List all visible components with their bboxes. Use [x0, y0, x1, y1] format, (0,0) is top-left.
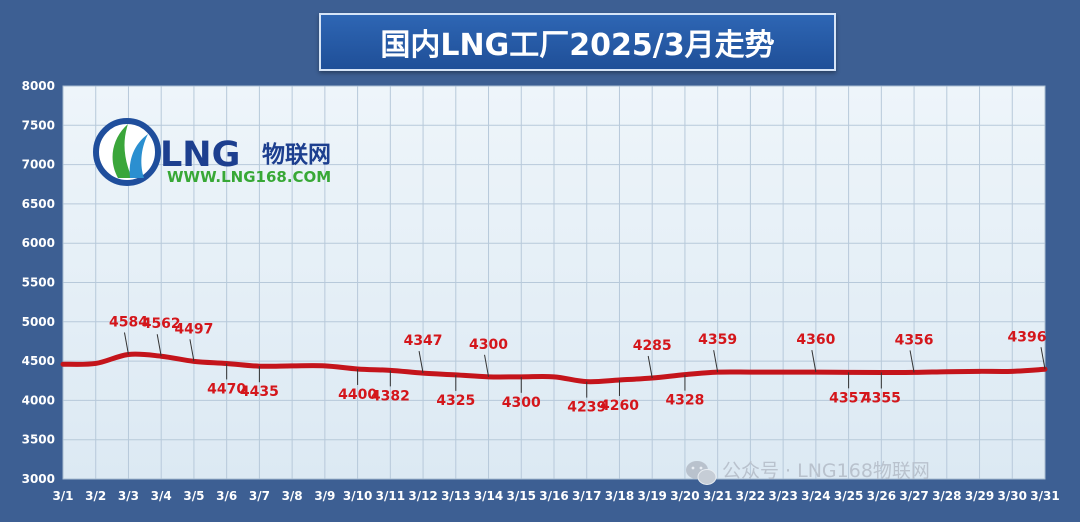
x-tick-label: 3/30 [998, 489, 1027, 503]
x-tick-label: 3/8 [282, 489, 303, 503]
x-tick-label: 3/7 [249, 489, 270, 503]
y-tick-label: 3000 [22, 472, 55, 486]
x-tick-label: 3/31 [1030, 489, 1059, 503]
x-tick-label: 3/11 [376, 489, 405, 503]
data-label: 4356 [895, 332, 934, 348]
x-tick-label: 3/12 [408, 489, 437, 503]
data-label: 4382 [371, 388, 410, 404]
x-tick-label: 3/22 [736, 489, 765, 503]
y-tick-label: 6000 [22, 236, 55, 250]
y-tick-label: 8000 [22, 79, 55, 93]
logo-cn: 物联网 [262, 141, 331, 168]
data-label: 4562 [142, 316, 181, 332]
x-tick-label: 3/18 [605, 489, 634, 503]
x-tick-label: 3/14 [474, 489, 503, 503]
y-tick-label: 5000 [22, 315, 55, 329]
data-label: 4300 [502, 395, 541, 411]
y-tick-label: 4500 [22, 354, 55, 368]
label-leader [123, 332, 129, 355]
label-leader [484, 354, 490, 377]
watermark-text: 公众号 · LNG168物联网 [722, 460, 930, 482]
x-tick-label: 3/28 [932, 489, 961, 503]
x-tick-label: 3/25 [834, 489, 863, 503]
label-leader [713, 350, 719, 373]
data-label: 4347 [404, 333, 443, 349]
x-tick-label: 3/23 [768, 489, 797, 503]
label-leader [811, 350, 817, 373]
x-tick-label: 3/15 [507, 489, 536, 503]
x-tick-label: 3/5 [183, 489, 204, 503]
x-tick-label: 3/3 [118, 489, 139, 503]
y-axis: 3000 3500 4000 4500 5000 5500 6000 6500 7000 7500… [22, 79, 55, 486]
x-tick-label: 3/4 [151, 489, 172, 503]
y-tick-label: 6500 [22, 197, 55, 211]
data-label: 4300 [469, 337, 508, 353]
logo-ring-icon [93, 118, 161, 186]
x-tick-label: 3/9 [314, 489, 335, 503]
x-tick-label: 3/20 [670, 489, 699, 503]
x-tick-label: 3/1 [52, 489, 73, 503]
data-label: 4357 [829, 390, 868, 406]
x-tick-label: 3/17 [572, 489, 601, 503]
x-tick-label: 3/16 [539, 489, 568, 503]
logo-url: WWW.LNG168.COM [167, 168, 331, 186]
label-leader [1040, 347, 1046, 370]
data-label: 4584 [109, 314, 148, 330]
data-label: 4360 [796, 332, 835, 348]
label-leader [909, 350, 915, 373]
logo-leaf-icon [112, 124, 132, 178]
chart-title: 国内LNG工厂2025/3月走势 [319, 13, 836, 71]
x-tick-label: 3/6 [216, 489, 237, 503]
data-label: 4400 [338, 387, 377, 403]
x-tick-label: 3/29 [965, 489, 994, 503]
data-label: 4355 [862, 390, 901, 406]
x-tick-label: 3/27 [899, 489, 928, 503]
y-tick-label: 5500 [22, 276, 55, 290]
data-label: 4285 [633, 338, 672, 354]
y-tick-label: 4000 [22, 393, 55, 407]
data-label: 4435 [240, 384, 279, 400]
x-tick-label: 3/19 [637, 489, 666, 503]
label-leader [156, 334, 162, 357]
x-tick-label: 3/26 [867, 489, 896, 503]
label-leader [189, 339, 195, 362]
data-label: 4497 [174, 321, 213, 337]
y-tick-label: 7500 [22, 118, 55, 132]
data-label: 4359 [698, 332, 737, 348]
x-tick-label: 3/21 [703, 489, 732, 503]
data-label: 4239 [567, 400, 606, 416]
x-tick-label: 3/2 [85, 489, 106, 503]
wechat-icon [686, 461, 717, 485]
plot-border [62, 85, 1046, 480]
x-tick-label: 3/13 [441, 489, 470, 503]
data-label: 4325 [436, 393, 475, 409]
lng-logo: LNG 物联网 WWW.LNG168.COM [93, 118, 331, 186]
data-label: 4470 [207, 381, 246, 397]
watermark: 公众号 · LNG168物联网 [686, 460, 930, 485]
label-leader [418, 351, 424, 374]
y-tick-label: 3500 [22, 433, 55, 447]
y-tick-label: 7000 [22, 158, 55, 172]
logo-flame-icon [129, 134, 148, 178]
x-tick-label: 3/24 [801, 489, 830, 503]
logo-brand: LNG [160, 135, 240, 175]
data-label: 4328 [665, 393, 704, 409]
label-leader [647, 355, 653, 379]
x-axis: 3/1 3/2 3/3 3/4 3/5 3/6 3/7 3/8 3/9 3/10 3/11 3/12 3… [52, 489, 1059, 503]
data-label: 4396 [1008, 329, 1047, 345]
data-label: 4260 [600, 398, 639, 414]
x-tick-label: 3/10 [343, 489, 372, 503]
